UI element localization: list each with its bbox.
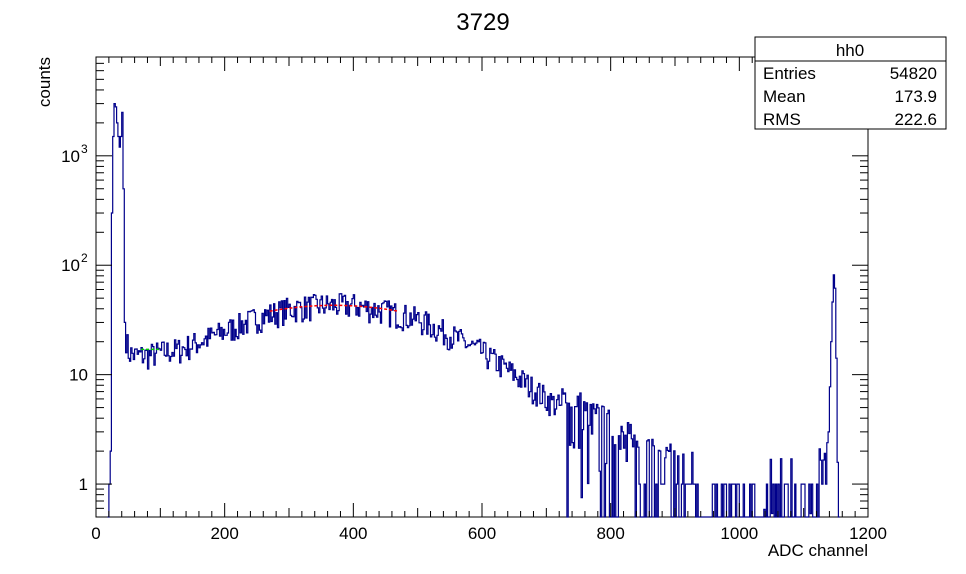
y-tick-label: 10 — [61, 147, 80, 166]
stats-value-rms: 222.6 — [894, 110, 937, 129]
x-tick-label: 800 — [596, 524, 624, 543]
stats-label-rms: RMS — [763, 110, 801, 129]
stats-value-entries: 54820 — [890, 64, 937, 83]
y-tick-exponent: 2 — [81, 251, 88, 265]
stats-label-mean: Mean — [763, 87, 806, 106]
x-tick-label: 600 — [468, 524, 496, 543]
x-tick-label: 1200 — [849, 524, 887, 543]
chart-title: 3729 — [456, 9, 509, 36]
x-tick-label: 0 — [91, 524, 100, 543]
stats-label-entries: Entries — [763, 64, 816, 83]
y-axis-title: counts — [35, 57, 54, 107]
y-tick-label: 1 — [79, 475, 88, 494]
stats-value-mean: 173.9 — [894, 87, 937, 106]
y-tick-label: 10 — [69, 366, 88, 385]
plot-frame — [95, 56, 869, 518]
y-tick-label: 10 — [61, 256, 80, 275]
y-tick-exponent: 3 — [81, 142, 88, 156]
stats-box: hh0 Entries 54820 Mean 173.9 RMS 222.6 — [754, 36, 947, 130]
x-tick-label: 1000 — [720, 524, 758, 543]
fit-curve — [269, 304, 399, 313]
histogram-line — [107, 103, 840, 518]
stats-title: hh0 — [836, 41, 864, 60]
x-tick-label: 200 — [210, 524, 238, 543]
x-tick-label: 400 — [339, 524, 367, 543]
x-axis-title: ADC channel — [768, 541, 868, 560]
